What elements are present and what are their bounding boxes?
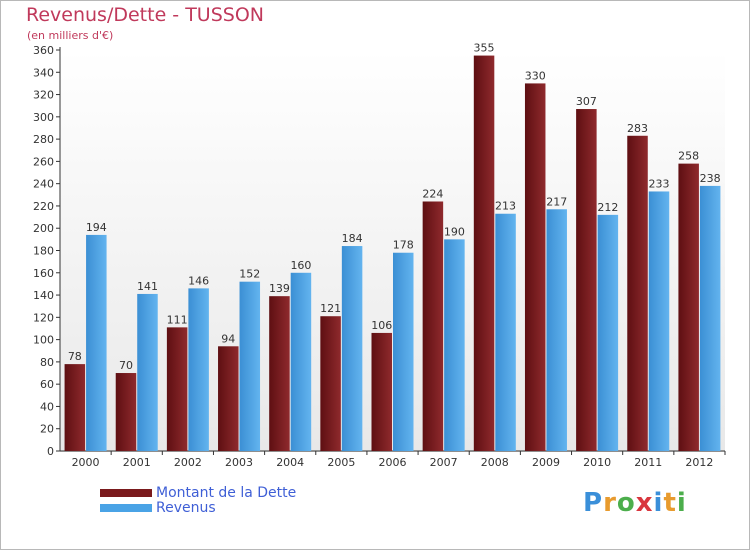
x-tick-label: 2007 [430,456,458,469]
bar-dette [269,296,290,451]
label-dette: 111 [167,313,188,326]
y-tick-label: 320 [33,89,54,102]
y-tick-label: 360 [33,44,54,57]
label-dette: 355 [474,42,495,55]
label-revenus: 238 [700,172,721,185]
y-tick-label: 160 [33,267,54,280]
logo-letter: t [663,488,677,518]
y-tick-label: 340 [33,66,54,79]
x-tick-label: 2011 [634,456,662,469]
bar-revenus [290,272,312,451]
label-dette: 70 [119,359,133,372]
label-dette: 106 [371,319,392,332]
label-dette: 283 [627,122,648,135]
x-tick-label: 2006 [379,456,407,469]
label-dette: 78 [68,350,82,363]
label-dette: 121 [320,302,341,315]
y-tick-label: 60 [40,378,54,391]
logo-letter: o [616,488,636,518]
label-dette: 330 [525,69,546,82]
bar-dette [218,346,239,451]
bar-dette [64,364,86,451]
bar-revenus [597,214,619,451]
label-revenus: 184 [342,232,363,245]
bar-dette [320,316,341,451]
x-tick-label: 2012 [685,456,713,469]
bar-revenus [188,288,209,451]
bar-dette [166,327,188,451]
bar-revenus [393,252,414,451]
legend-swatch-revenus [100,504,152,512]
logo-letter: P [583,488,604,518]
y-tick-label: 80 [40,356,54,369]
bar-dette [524,83,546,452]
bar-revenus [137,293,158,451]
y-tick-label: 180 [33,245,54,258]
bar-dette [371,332,392,451]
x-tick-label: 2001 [123,456,151,469]
label-revenus: 141 [137,280,158,293]
bar-revenus [546,209,567,451]
legend-swatch-dette [100,489,152,497]
x-tick-label: 2009 [532,456,560,469]
bar-dette [627,135,648,451]
bar-dette [422,201,444,451]
label-revenus: 190 [444,225,465,238]
x-tick-label: 2003 [225,456,253,469]
bar-revenus [86,234,107,451]
y-tick-label: 40 [40,400,54,413]
logo-letter: i [653,488,664,518]
y-tick-label: 140 [33,289,54,302]
logo-letter: i [676,488,687,518]
bar-revenus [699,185,721,451]
x-tick-label: 2002 [174,456,202,469]
label-revenus: 178 [393,239,414,252]
label-dette: 224 [422,187,443,200]
bar-dette [576,109,597,452]
y-tick-label: 240 [33,178,54,191]
legend-label-revenus: Revenus [156,500,216,516]
proxiti-logo: Proxiti [583,488,687,518]
chart-subtitle: (en milliers d'€) [27,29,114,42]
x-tick-label: 2000 [72,456,100,469]
y-tick-label: 200 [33,222,54,235]
label-dette: 94 [221,332,235,345]
bar-revenus [495,213,516,451]
x-tick-label: 2005 [327,456,355,469]
x-tick-label: 2010 [583,456,611,469]
y-tick-label: 260 [33,155,54,168]
legend-label-dette: Montant de la Dette [156,485,297,501]
logo-letter: r [603,488,617,518]
x-tick-label: 2004 [276,456,304,469]
label-revenus: 217 [546,195,567,208]
label-dette: 139 [269,282,290,295]
bar-revenus [648,191,670,452]
bar-dette [115,373,137,451]
bar-revenus [444,239,465,451]
y-tick-label: 20 [40,423,54,436]
label-revenus: 212 [597,201,618,214]
y-tick-label: 220 [33,200,54,213]
logo-letter: x [635,488,654,518]
label-dette: 307 [576,95,597,108]
label-revenus: 233 [649,177,670,190]
label-revenus: 194 [86,221,107,234]
bar-revenus [239,281,261,451]
y-tick-label: 280 [33,133,54,146]
label-revenus: 146 [188,274,209,287]
label-revenus: 160 [290,259,311,272]
label-revenus: 213 [495,200,516,213]
chart-title: Revenus/Dette - TUSSON [26,4,265,26]
y-tick-label: 0 [47,445,54,458]
x-tick-label: 2008 [481,456,509,469]
label-revenus: 152 [239,268,260,281]
label-dette: 258 [678,150,699,163]
y-tick-label: 120 [33,311,54,324]
y-tick-label: 300 [33,111,54,124]
y-tick-label: 100 [33,334,54,347]
bar-revenus [341,246,363,451]
bar-dette [678,163,699,451]
bar-dette [473,55,495,451]
